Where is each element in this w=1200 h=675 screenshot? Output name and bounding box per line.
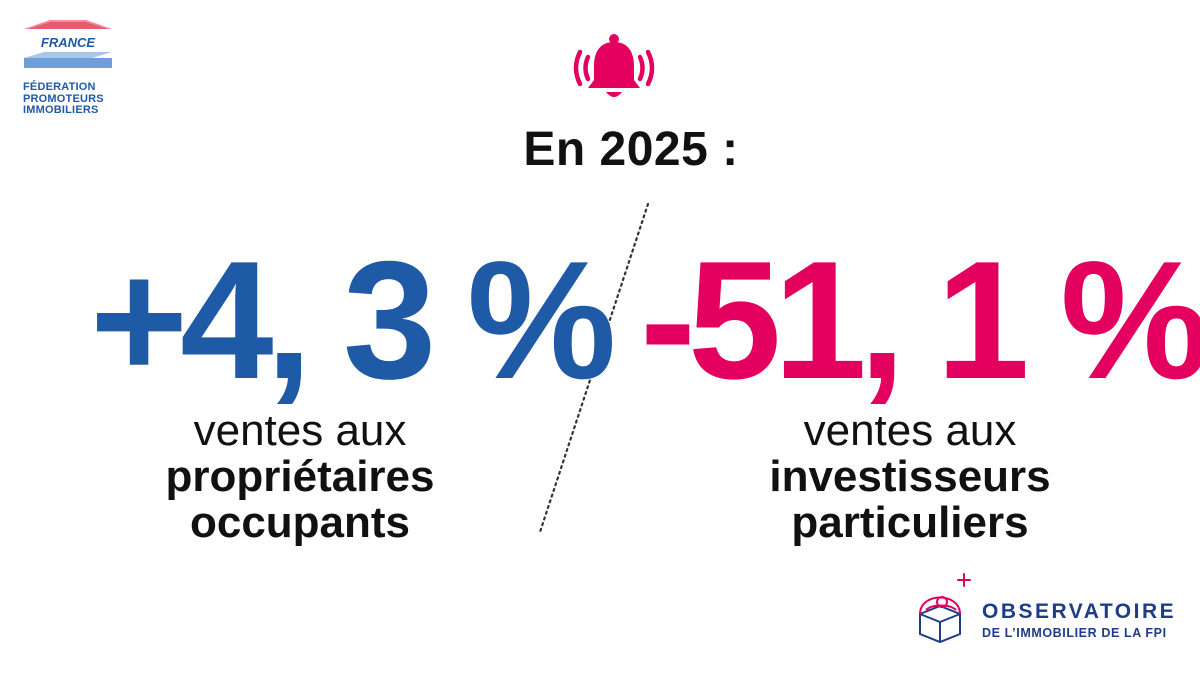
caption-bold-line-1: investisseurs xyxy=(769,452,1051,501)
stat-owner-occupier-caption: ventes aux propriétaires occupants xyxy=(110,408,490,546)
observatoire-title: OBSERVATOIRE xyxy=(982,600,1177,623)
ringing-bell-icon xyxy=(573,34,655,97)
caption-bold-line-1: propriétaires xyxy=(165,452,435,501)
caption-bold-line-2: occupants xyxy=(189,498,411,547)
caption-light: ventes aux xyxy=(193,406,407,455)
fpi-line-2: PROMOTEURS xyxy=(23,92,104,105)
stat-owner-occupier-value: +4, 3 % xyxy=(90,226,616,414)
fpi-line-3: IMMOBILIERS xyxy=(23,104,99,116)
fpi-logo: FRANCE FÉDERATION PROMOTEURS IMMOBILIERS xyxy=(20,18,120,117)
observatoire-logo: OBSERVATOIRE DE L’IMMOBILIER DE LA FPI xyxy=(912,572,1182,644)
stat-private-investor-caption: ventes aux investisseurs particuliers xyxy=(720,408,1100,546)
observatoire-mark-icon xyxy=(919,573,971,644)
observatoire-subtitle: DE L’IMMOBILIER DE LA FPI xyxy=(982,626,1167,640)
caption-bold-line-2: particuliers xyxy=(791,498,1029,547)
headline: En 2025 : xyxy=(523,123,739,176)
fpi-country: FRANCE xyxy=(41,35,95,50)
stat-private-investor-value: -51, 1 % xyxy=(640,226,1200,414)
caption-light: ventes aux xyxy=(803,406,1017,455)
dotted-divider xyxy=(538,202,650,534)
fpi-logo-mark: FRANCE xyxy=(24,20,112,68)
fpi-line-1: FÉDERATION xyxy=(23,81,96,93)
